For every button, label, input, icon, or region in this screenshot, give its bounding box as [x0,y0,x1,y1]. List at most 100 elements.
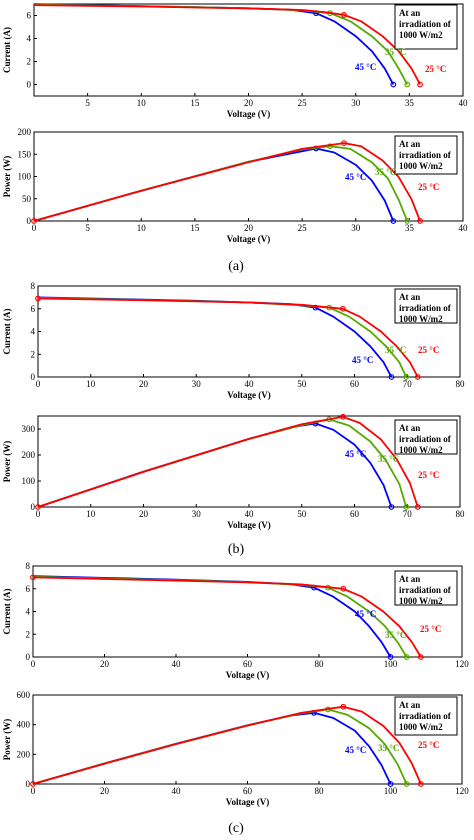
series-line-red [32,705,422,785]
x-tick-label: 60 [350,379,360,389]
series-line-green [37,297,408,378]
x-tick-label: 120 [455,786,469,796]
series-line-red [37,415,419,508]
series-marker-red [340,585,347,592]
irradiation-note-box [394,696,458,736]
x-tick-label: 60 [243,659,253,669]
y-axis-label: Current (A) [2,588,12,634]
x-tick-label: 20 [139,379,149,389]
series-marker-blue [388,504,395,510]
series-marker-red [414,374,421,380]
y-axis-label: Current (A) [2,27,12,73]
series-marker-red [30,781,36,787]
chart-c-pv: 0 20 40 60 80 100 120 0 200 400 600 Voltage (V) Powe… [2,690,469,807]
x-tick-label: 5 [85,98,90,108]
x-tick-label: 0 [31,786,36,796]
x-tick-label: 0 [32,223,37,233]
chart-b-pv: 0 10 20 30 40 50 60 70 80 0 100 200 300 Voltage (V) Po… [2,413,465,530]
x-tick-label: 40 [459,98,469,108]
x-tick-label: 40 [172,659,182,669]
x-tick-label: 25 [298,223,308,233]
series-marker-red [31,218,37,224]
irradiation-note-line: irradiation of [399,19,452,29]
x-tick-label: 100 [384,659,398,669]
x-tick-label: 5 [85,223,90,233]
series-marker-green [403,654,410,660]
irradiation-note-box [394,419,458,455]
temperature-label: 45 °C [345,172,366,182]
temperature-label: 35 °C [375,167,396,177]
x-tick-label: 10 [137,98,147,108]
temperature-label: 45 °C [355,62,376,72]
y-tick-label: 50 [22,194,32,204]
series-line-green [32,575,408,658]
y-tick-label: 2 [27,57,32,67]
x-tick-label: 60 [243,786,253,796]
temperature-label: 25 °C [418,470,439,480]
series-line-green [33,145,409,222]
series-line-blue [33,147,395,222]
panel-label-a: (a) [228,259,244,274]
irradiation-note-line: At an [399,574,420,584]
y-axis-label: Power (W) [2,719,12,761]
y-tick-label: 200 [18,127,32,137]
chart-a-pv: 0 5 10 15 20 25 30 35 40 0 50 100 150 200 Voltage (V) P… [2,127,468,244]
x-tick-label: 30 [351,98,361,108]
x-tick-label: 10 [86,509,96,519]
y-tick-label: 100 [22,476,36,486]
temperature-label: 45 °C [345,745,366,755]
temperature-label: 45 °C [355,609,376,619]
chart-a-iv: 5 10 15 20 25 30 35 40 0 2 4 6 Voltage (V) Current (A… [2,3,469,119]
panel-label-c: (c) [228,821,244,836]
series-marker-green [404,218,411,224]
irradiation-note-line: 1000 W/m2 [399,722,443,732]
series-marker-red [340,703,347,710]
x-tick-label: 30 [192,509,202,519]
x-tick-label: 0 [36,379,41,389]
y-tick-label: 6 [27,11,32,21]
temperature-label: 35 °C [378,454,399,464]
x-tick-label: 0 [31,659,36,669]
y-tick-label: 0 [26,779,31,789]
x-axis-label: Voltage (V) [226,670,269,680]
series-marker-red [339,413,346,420]
x-tick-label: 40 [245,509,255,519]
y-tick-label: 4 [27,34,32,44]
y-tick-label: 300 [22,424,36,434]
y-tick-label: 0 [27,80,32,90]
series-marker-red [35,504,41,510]
y-tick-label: 0 [31,502,36,512]
x-tick-label: 35 [405,223,415,233]
temperature-label: 45 °C [345,449,366,459]
series-marker-blue [387,654,394,660]
x-tick-label: 0 [36,509,41,519]
x-axis-label: Voltage (V) [227,109,270,119]
y-axis-label: Power (W) [2,441,12,483]
x-tick-label: 20 [100,786,110,796]
y-tick-label: 200 [17,749,31,759]
series-marker-blue [387,781,394,787]
x-axis-label: Voltage (V) [227,234,270,244]
series-marker-red [35,295,41,302]
y-tick-label: 8 [31,281,36,291]
series-marker-red [339,305,346,312]
irradiation-note-line: At an [399,139,420,149]
y-tick-label: 2 [26,629,31,639]
irradiation-note-box [394,4,458,50]
irradiation-note-line: 1000 W/m2 [399,314,443,324]
series-line-green [33,3,408,85]
irradiation-note-line: At an [399,700,420,710]
x-tick-label: 120 [455,659,469,669]
temperature-label: 25 °C [418,345,439,355]
x-tick-label: 50 [297,379,307,389]
x-tick-label: 20 [139,509,149,519]
x-tick-label: 100 [384,786,398,796]
x-axis-label: Voltage (V) [227,520,270,530]
series-marker-blue [390,218,397,224]
temperature-label: 25 °C [425,64,446,74]
irradiation-note-line: irradiation of [399,303,452,313]
series-line-red [37,297,419,378]
x-tick-label: 40 [459,223,469,233]
x-tick-label: 80 [315,786,325,796]
